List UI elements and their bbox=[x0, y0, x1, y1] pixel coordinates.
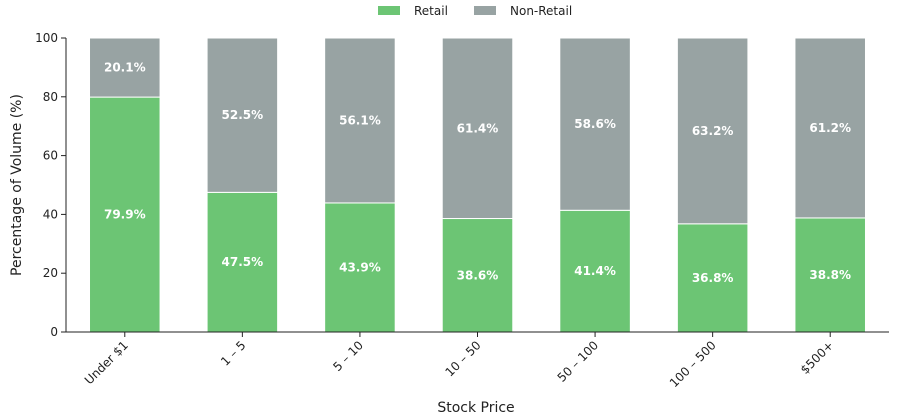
y-tick-label: 0 bbox=[50, 325, 58, 339]
y-axis-title: Percentage of Volume (%) bbox=[9, 94, 25, 276]
data-label-non-retail-6: 61.2% bbox=[809, 121, 851, 135]
legend-label-non-retail: Non-Retail bbox=[510, 4, 572, 18]
data-label-retail-5: 36.8% bbox=[692, 271, 734, 285]
y-tick-label: 100 bbox=[35, 31, 58, 45]
bars-layer bbox=[89, 37, 866, 333]
x-axis-title: Stock Price bbox=[437, 400, 514, 416]
legend-label-retail: Retail bbox=[414, 4, 448, 18]
legend-swatch-non-retail bbox=[474, 6, 496, 15]
y-tick-label: 40 bbox=[43, 207, 58, 221]
data-label-retail-0: 79.9% bbox=[104, 208, 146, 222]
bar-retail-6 bbox=[794, 217, 866, 333]
x-tick-label: 5 – 10 bbox=[330, 338, 366, 374]
bar-retail-5 bbox=[676, 223, 749, 333]
data-label-retail-3: 38.6% bbox=[457, 268, 499, 282]
y-tick-label: 60 bbox=[43, 149, 58, 163]
x-tick-label: 10 – 50 bbox=[442, 338, 483, 379]
x-tick-label: 50 – 100 bbox=[555, 338, 602, 385]
x-tick-label: $500+ bbox=[798, 338, 837, 377]
bar-retail-2 bbox=[324, 202, 396, 333]
bar-non-retail-3 bbox=[441, 37, 514, 220]
x-tick-label: Under $1 bbox=[82, 338, 131, 387]
bar-retail-0 bbox=[89, 96, 161, 333]
x-tick-label: 1 – 5 bbox=[218, 338, 248, 368]
data-label-retail-2: 43.9% bbox=[339, 260, 381, 274]
legend-swatch-retail bbox=[378, 6, 400, 15]
legend: Retail Non-Retail bbox=[378, 4, 572, 18]
data-label-retail-1: 47.5% bbox=[222, 255, 264, 269]
y-tick-label: 20 bbox=[43, 266, 58, 280]
data-label-non-retail-4: 58.6% bbox=[574, 117, 616, 131]
y-tick-label: 80 bbox=[43, 90, 58, 104]
bar-non-retail-0 bbox=[89, 37, 161, 98]
data-label-retail-6: 38.8% bbox=[809, 268, 851, 282]
data-label-non-retail-1: 52.5% bbox=[222, 108, 264, 122]
bar-non-retail-1 bbox=[206, 37, 279, 193]
data-label-non-retail-0: 20.1% bbox=[104, 61, 146, 75]
bar-non-retail-6 bbox=[794, 37, 866, 219]
data-label-non-retail-2: 56.1% bbox=[339, 113, 381, 127]
x-tick-label: 100 – 500 bbox=[667, 338, 719, 390]
data-label-non-retail-3: 61.4% bbox=[457, 121, 499, 135]
bar-non-retail-2 bbox=[324, 37, 396, 204]
data-label-retail-4: 41.4% bbox=[574, 264, 616, 278]
bar-non-retail-5 bbox=[676, 37, 749, 225]
data-label-non-retail-5: 63.2% bbox=[692, 124, 734, 138]
data-labels-layer: 79.9% 20.1% 47.5% 52.5% 43.9% 56.1% 38.6% 61.4%… bbox=[104, 61, 851, 285]
bar-non-retail-4 bbox=[559, 37, 631, 211]
